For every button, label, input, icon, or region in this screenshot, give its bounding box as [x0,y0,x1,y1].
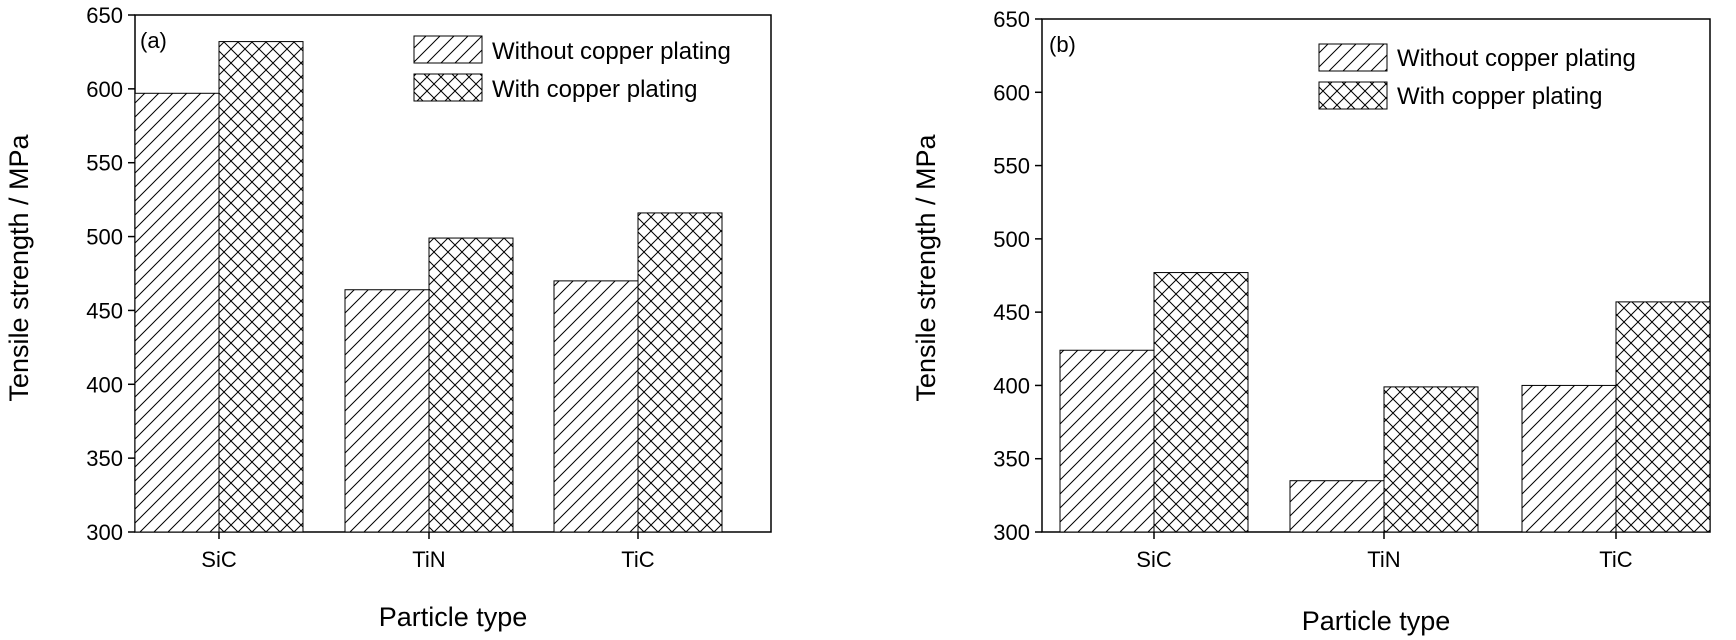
bar-sic-with-copper-b [1153,272,1249,533]
bars-a [134,41,723,533]
y-tick-label-b: 500 [993,227,1030,252]
y-tick-label-a: 450 [86,298,123,323]
x-tick-label-b: SiC [1136,547,1172,572]
y-tick-label-a: 350 [86,446,123,471]
x-tick-label-b: TiN [1367,547,1400,572]
bar-tic-with-copper-a [637,212,723,533]
y-tick-label-b: 550 [993,154,1030,179]
bar-sic-without-copper-b [1059,349,1155,533]
y-tick-label-a: 300 [86,520,123,545]
y-tick-label-a: 400 [86,372,123,397]
panel-label-a: (a) [140,28,167,53]
legend-swatch-with-copper-b [1318,81,1388,110]
y-tick-label-b: 600 [993,80,1030,105]
bar-tin-without-copper-a [344,289,430,533]
y-tick-label-a: 500 [86,225,123,250]
legend-a: Without copper plating With copper plati… [413,35,731,103]
y-tick-label-a: 550 [86,151,123,176]
panel-label-b: (b) [1049,32,1076,57]
bar-tic-without-copper-b [1521,384,1617,533]
bar-tin-without-copper-b [1289,480,1385,533]
y-axis-b: 300 350 400 450 500 550 600 650 [993,7,1042,545]
x-axis-b: SiC TiN TiC [1136,532,1633,572]
bar-sic-with-copper-a [218,41,304,533]
y-tick-label-b: 450 [993,300,1030,325]
legend-b: Without copper plating With copper plati… [1318,43,1636,110]
y-tick-label-b: 350 [993,447,1030,472]
x-axis-a: SiC TiN TiC [201,532,655,572]
x-axis-title-a: Particle type [379,602,528,632]
y-axis-title-a: Tensile strength / MPa [4,133,34,401]
bar-tin-with-copper-b [1383,386,1479,533]
x-tick-label-a: TiC [621,547,655,572]
bar-tic-with-copper-b [1615,301,1711,533]
y-tick-label-a: 600 [86,77,123,102]
bar-tin-with-copper-a [428,237,514,533]
y-axis-title-b: Tensile strength / MPa [911,133,941,401]
legend-swatch-without-copper-a [413,35,483,64]
legend-swatch-without-copper-b [1318,43,1388,72]
y-tick-label-b: 300 [993,520,1030,545]
x-tick-label-a: TiN [412,547,445,572]
y-tick-label-b: 400 [993,373,1030,398]
legend-label-without-copper-b: Without copper plating [1397,45,1636,72]
chart-panel-a: 300 350 400 450 500 550 600 650 SiC TiN TiC (a) W… [4,3,772,632]
x-tick-label-a: SiC [201,547,237,572]
legend-label-without-copper-a: Without copper plating [492,38,731,65]
chart-panel-b: 300 350 400 450 500 550 600 650 SiC TiN TiC (b) W… [911,7,1711,636]
legend-swatch-with-copper-a [413,73,483,102]
y-axis-a: 300 350 400 450 500 550 600 650 [86,3,135,545]
y-tick-label-a: 650 [86,3,123,28]
bar-tic-without-copper-a [553,280,639,533]
legend-label-with-copper-a: With copper plating [492,76,697,103]
bar-sic-without-copper-a [134,92,220,533]
legend-label-with-copper-b: With copper plating [1397,83,1602,110]
x-tick-label-b: TiC [1599,547,1633,572]
bars-b [1059,272,1711,533]
x-axis-title-b: Particle type [1302,606,1451,636]
y-tick-label-b: 650 [993,7,1030,32]
